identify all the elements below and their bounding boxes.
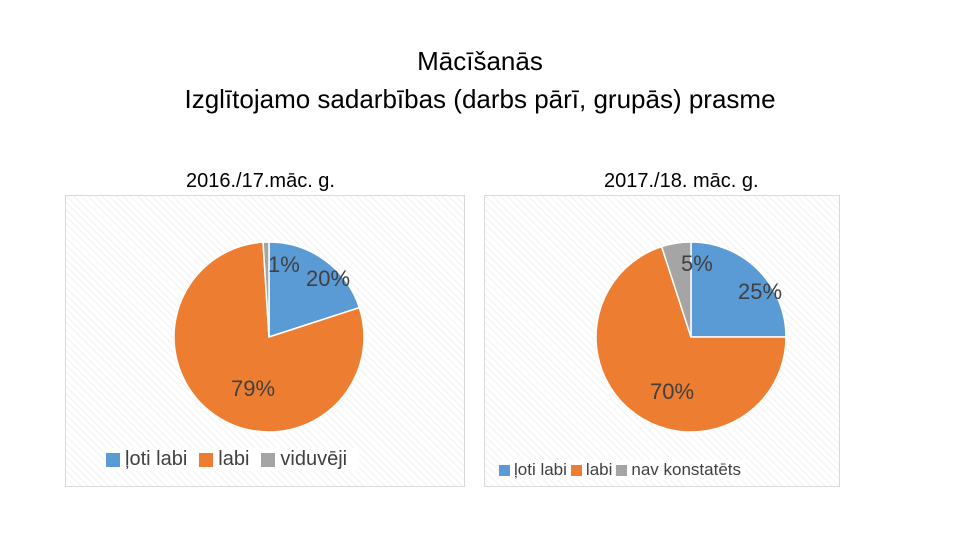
legend-label: ļoti labi	[514, 460, 567, 479]
legend-label: viduvēji	[280, 448, 348, 470]
legend-2016: ļoti labi labi viduvēji	[106, 448, 360, 471]
pie1-title: 2016./17.māc. g.	[186, 170, 335, 192]
legend-swatch	[499, 464, 510, 476]
slice-good	[595, 245, 787, 433]
legend-swatch	[570, 464, 582, 476]
data-label: 1%	[268, 252, 300, 277]
data-label: 70%	[650, 379, 694, 404]
legend-2017: ļoti labi labi nav konstatēts	[499, 460, 746, 480]
legend-item-very-good: ļoti labi	[106, 448, 187, 471]
data-label: 20%	[306, 266, 350, 291]
pie-chart-2017: 25% 70% 5%	[595, 241, 787, 433]
legend-swatch	[199, 452, 214, 467]
legend-swatch	[261, 452, 276, 467]
pie-chart-2016-panel: 20% 79% 1% ļoti labi labi viduvēji	[65, 195, 465, 487]
legend-item-very-good: ļoti labi	[499, 460, 567, 480]
legend-item-good: labi	[199, 448, 249, 471]
slice-good	[173, 241, 365, 433]
chart-title: Mācīšanās	[417, 46, 543, 76]
pie-chart-2016: 20% 79% 1%	[173, 241, 365, 433]
legend-label: labi	[218, 448, 250, 470]
slice-very-good	[268, 241, 361, 339]
legend-swatch	[616, 464, 628, 476]
data-label: 25%	[738, 279, 782, 304]
slice-very-good	[690, 241, 787, 338]
legend-label: labi	[585, 460, 613, 479]
legend-swatch	[106, 452, 120, 467]
slice-not-found	[660, 241, 692, 338]
chart-subtitle: Izglītojamo sadarbības (darbs pārī, grup…	[184, 84, 776, 114]
pie-chart-2017-panel: 25% 70% 5% ļoti labi labi nav konstatēts	[484, 195, 840, 487]
legend-item-not-found: nav konstatēts	[616, 460, 741, 480]
data-label: 5%	[681, 251, 713, 276]
pie2-title: 2017./18. māc. g.	[604, 170, 759, 192]
legend-item-average: viduvēji	[261, 448, 347, 471]
data-label: 79%	[231, 376, 275, 401]
legend-item-good: labi	[570, 460, 613, 480]
legend-label: ļoti labi	[125, 448, 188, 470]
slice-average	[262, 241, 270, 338]
legend-label: nav konstatēts	[631, 460, 742, 479]
